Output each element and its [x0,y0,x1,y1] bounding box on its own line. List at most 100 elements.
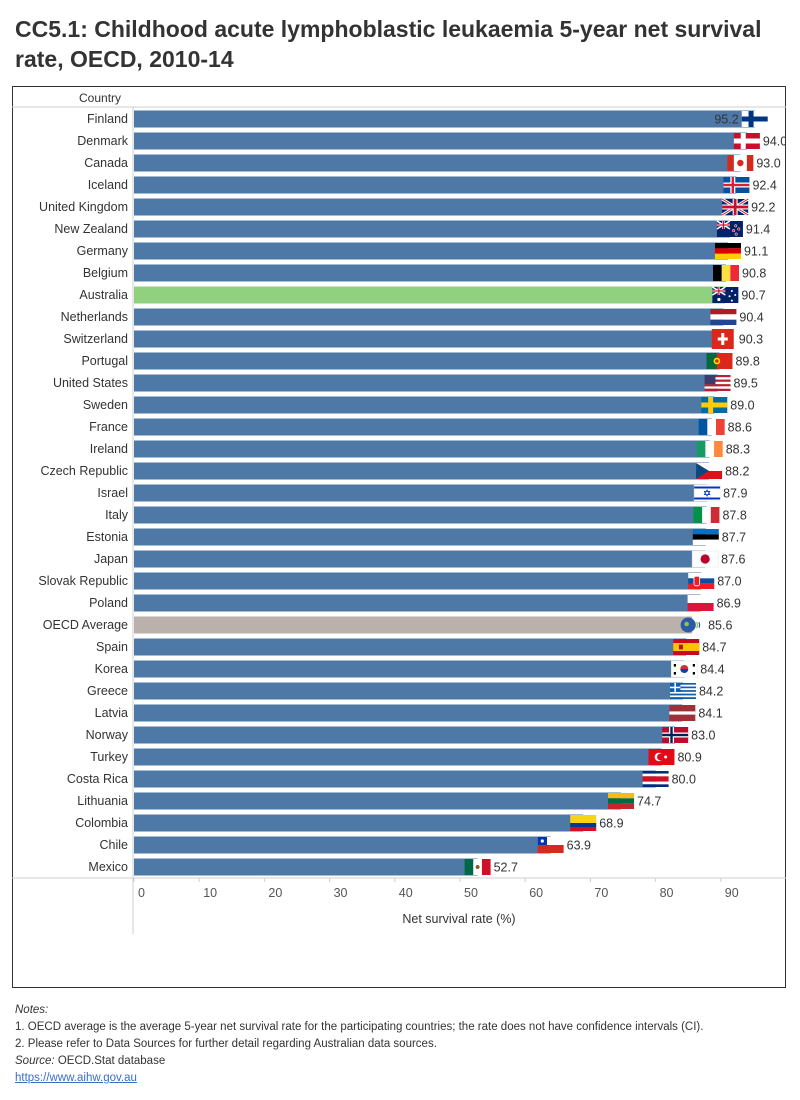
united-kingdom-flag-icon [721,197,749,217]
bar-israel [134,484,708,502]
category-label-italy: Italy [105,508,129,522]
aihw-link[interactable]: https://www.aihw.gov.au [15,1072,137,1084]
value-label-greece: 84.2 [699,685,723,699]
bar-slovak-republic [134,572,702,590]
italy-flag-icon [693,507,720,523]
value-label-mexico: 52.7 [494,861,518,875]
bar-sweden [134,396,715,414]
category-label-denmark: Denmark [77,134,128,148]
france-flag-icon [698,419,725,435]
lithuania-flag-icon [608,793,635,809]
bar-italy [134,506,707,524]
bar-spain [134,638,687,656]
value-label-switzerland: 90.3 [739,333,763,347]
bar-poland [134,594,701,612]
value-label-spain: 84.7 [702,641,726,655]
category-label-oecd-average: OECD Average [43,618,128,632]
category-label-netherlands: Netherlands [61,310,128,324]
bar-new-zealand [134,220,730,238]
value-label-israel: 87.9 [723,487,747,501]
category-label-germany: Germany [77,244,129,258]
bar-ireland [134,440,710,458]
australia-flag-icon [711,286,739,303]
x-tick-label-90: 90 [725,886,739,900]
estonia-flag-icon [692,529,719,545]
value-label-denmark: 94.0 [763,135,786,149]
category-label-poland: Poland [89,596,128,610]
bar-czech-republic [134,462,710,480]
x-axis-label: Net survival rate (%) [402,912,515,926]
bar-latvia [134,704,683,722]
value-label-italy: 87.8 [722,509,746,523]
x-tick-label-10: 10 [203,886,217,900]
chile-flag-icon [537,837,564,853]
x-tick-label-20: 20 [268,886,282,900]
source-label: Source: [15,1055,55,1067]
bar-netherlands [134,308,724,326]
category-label-iceland: Iceland [88,178,128,192]
x-tick-label-40: 40 [399,886,413,900]
value-label-germany: 91.1 [744,245,768,259]
value-label-iceland: 92.4 [752,179,776,193]
chart-title: CC5.1: Childhood acute lymphoblastic leu… [15,16,762,72]
bar-denmark [134,132,747,150]
norway-flag-icon [662,727,689,743]
iceland-flag-icon [723,177,750,193]
bar-mexico [134,858,478,876]
x-tick-label-30: 30 [334,886,348,900]
category-label-australia: Australia [79,288,128,302]
value-label-canada: 93.0 [756,157,780,171]
category-label-lithuania: Lithuania [77,794,128,808]
latvia-flag-icon [669,705,696,721]
bar-finland [134,110,755,128]
category-label-belgium: Belgium [83,266,128,280]
category-label-portugal: Portugal [81,354,128,368]
value-label-ireland: 88.3 [726,443,750,457]
notes-heading: Notes: [15,1004,49,1016]
source-text: OECD.Stat database [54,1055,166,1067]
value-label-australia: 90.7 [741,289,765,303]
category-label-united-states: United States [53,376,128,390]
value-label-colombia: 68.9 [599,817,623,831]
bar-turkey [134,748,662,766]
israel-flag-icon [693,484,721,502]
source-line: Source: OECD.Stat database [15,1053,790,1070]
x-tick-label-50: 50 [464,886,478,900]
value-label-finland: 95.2 [714,113,738,127]
value-label-japan: 87.6 [721,553,745,567]
category-label-sweden: Sweden [83,398,128,412]
bar-germany [134,242,728,260]
x-tick-label-0: 0 [138,886,145,900]
category-label-united-kingdom: United Kingdom [39,200,128,214]
value-label-poland: 86.9 [717,597,741,611]
bar-oecd-average [134,616,693,634]
x-tick-label-60: 60 [529,886,543,900]
category-label-korea: Korea [95,662,128,676]
value-label-belgium: 90.8 [742,267,766,281]
bar-belgium [134,264,727,282]
bar-estonia [134,528,706,546]
bar-greece [134,682,683,700]
bar-canada [134,154,741,172]
category-label-norway: Norway [86,728,129,742]
value-label-oecd-average: 85.6 [708,619,732,633]
bar-costa-rica [134,770,656,788]
belgium-flag-icon [713,265,740,281]
finland-flag-icon [741,111,768,127]
oecd-logo-icon [680,617,701,633]
category-label-spain: Spain [96,640,128,654]
value-label-costa-rica: 80.0 [672,773,696,787]
category-label-turkey: Turkey [90,750,128,764]
value-label-norway: 83.0 [691,729,715,743]
category-label-france: France [89,420,128,434]
denmark-flag-icon [733,133,760,149]
bar-france [134,418,712,436]
note-line-1: 1. OECD average is the average 5-year ne… [15,1021,704,1033]
bar-chart: Country Finland 95.2 Denmark 94.0 Canada 93.0 I… [12,91,786,934]
category-label-chile: Chile [100,838,129,852]
value-label-portugal: 89.8 [735,355,759,369]
category-label-mexico: Mexico [88,860,128,874]
korea-flag-icon [671,660,698,678]
ireland-flag-icon [696,441,723,457]
value-label-turkey: 80.9 [677,751,701,765]
